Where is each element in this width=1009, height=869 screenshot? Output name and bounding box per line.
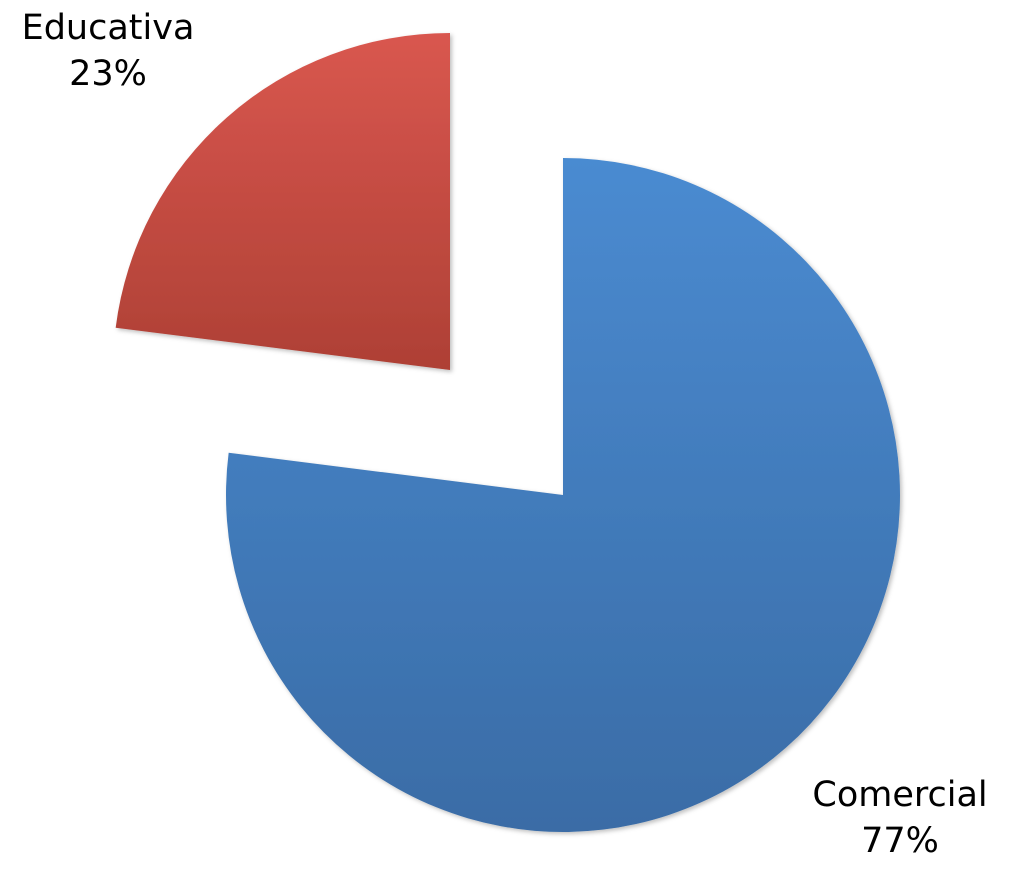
pie-slice-educativa (115, 33, 450, 370)
slice-label-comercial-value: 77% (861, 821, 939, 861)
slice-label-educativa-value: 23% (69, 54, 147, 94)
pie-slice-comercial (226, 158, 901, 832)
pie-slices (115, 33, 901, 832)
slice-label-educativa: Educativa 23% (0, 5, 216, 97)
slice-label-comercial-name: Comercial (812, 775, 988, 815)
slice-label-comercial: Comercial 77% (790, 772, 1009, 864)
slice-label-educativa-name: Educativa (21, 8, 195, 48)
